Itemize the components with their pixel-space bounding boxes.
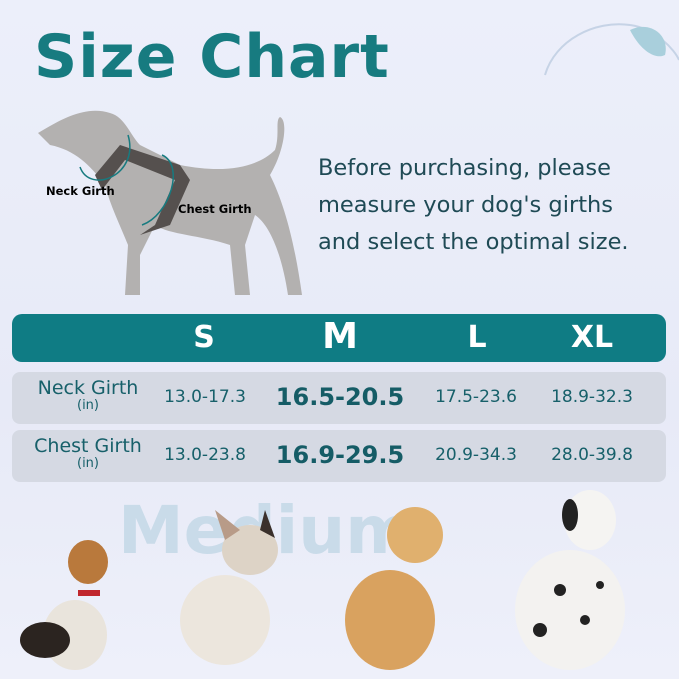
golden-retriever-photo — [345, 507, 443, 670]
intro-text: Before purchasing, please measure your d… — [318, 150, 629, 261]
dog-outline-decoration — [544, 23, 679, 76]
size-s: S — [193, 320, 215, 355]
row-label-text: Chest Girth — [34, 435, 142, 457]
dog-photos — [20, 490, 625, 670]
cell: 28.0-39.8 — [551, 445, 633, 465]
intro-line: measure your dog's girths — [318, 192, 614, 218]
cell: 17.5-23.6 — [435, 387, 517, 407]
row-label-text: Neck Girth — [37, 377, 139, 399]
intro-line: Before purchasing, please — [318, 155, 611, 181]
cell-highlight: 16.5-20.5 — [275, 383, 405, 411]
cell: 20.9-34.3 — [435, 445, 517, 465]
cell: 13.0-17.3 — [164, 387, 246, 407]
intro-line: and select the optimal size. — [318, 229, 629, 255]
table-row-neck: Neck Girth (in) 13.0-17.3 16.5-20.5 17.5-… — [12, 372, 666, 424]
dalmatian-photo — [515, 490, 625, 670]
row-label: Chest Girth (in) — [20, 436, 156, 472]
cell-highlight: 16.9-29.5 — [275, 441, 405, 469]
neck-girth-label: Neck Girth — [46, 184, 115, 198]
size-m: M — [322, 316, 358, 357]
french-bulldog-photo — [180, 510, 278, 665]
chest-girth-label: Chest Girth — [178, 202, 252, 216]
dog-measurement-diagram: Neck Girth Chest Girth — [38, 110, 302, 296]
size-xl: XL — [570, 320, 614, 355]
page-title: Size Chart — [34, 22, 390, 92]
row-label: Neck Girth (in) — [20, 378, 156, 414]
size-header-bar: S M L XL — [12, 314, 666, 362]
cell: 13.0-23.8 — [164, 445, 246, 465]
row-unit: (in) — [77, 398, 99, 413]
row-unit: (in) — [77, 456, 99, 471]
size-l: L — [467, 320, 487, 355]
table-row-chest: Chest Girth (in) 13.0-23.8 16.9-29.5 20.9… — [12, 430, 666, 482]
beagle-photo — [20, 540, 108, 670]
cell: 18.9-32.3 — [551, 387, 633, 407]
